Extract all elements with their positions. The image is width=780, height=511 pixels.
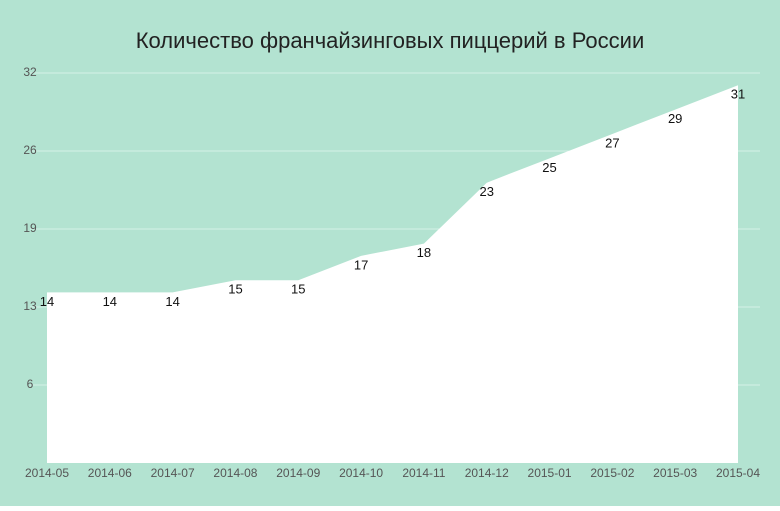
- x-tick-label: 2015-04: [716, 466, 760, 480]
- data-label: 14: [103, 294, 117, 309]
- x-tick-label: 2014-12: [465, 466, 509, 480]
- x-tick-label: 2014-08: [213, 466, 257, 480]
- y-tick-label: 19: [23, 221, 37, 235]
- y-tick-label: 32: [23, 65, 37, 79]
- x-tick-label: 2015-01: [528, 466, 572, 480]
- data-label: 23: [479, 184, 493, 199]
- data-label: 18: [417, 245, 431, 260]
- x-tick-label: 2015-02: [590, 466, 634, 480]
- x-tick-label: 2014-07: [151, 466, 195, 480]
- x-tick-label: 2014-11: [402, 466, 445, 480]
- y-tick-label: 26: [23, 143, 37, 157]
- data-label: 15: [291, 282, 305, 297]
- data-label: 25: [542, 160, 556, 175]
- y-tick-label: 6: [27, 377, 34, 391]
- data-label: 15: [228, 282, 242, 297]
- x-tick-label: 2014-05: [25, 466, 69, 480]
- x-tick-label: 2014-09: [276, 466, 320, 480]
- x-tick-label: 2014-10: [339, 466, 383, 480]
- area: [47, 85, 738, 463]
- data-label: 14: [40, 294, 54, 309]
- data-label: 17: [354, 257, 368, 272]
- chart-title: Количество франчайзинговых пиццерий в Ро…: [136, 28, 645, 53]
- x-tick-label: 2014-06: [88, 466, 132, 480]
- data-label: 14: [165, 294, 179, 309]
- data-label: 29: [668, 111, 682, 126]
- x-tick-label: 2015-03: [653, 466, 697, 480]
- data-label: 31: [731, 87, 745, 102]
- y-tick-label: 13: [23, 299, 37, 313]
- data-label: 27: [605, 135, 619, 150]
